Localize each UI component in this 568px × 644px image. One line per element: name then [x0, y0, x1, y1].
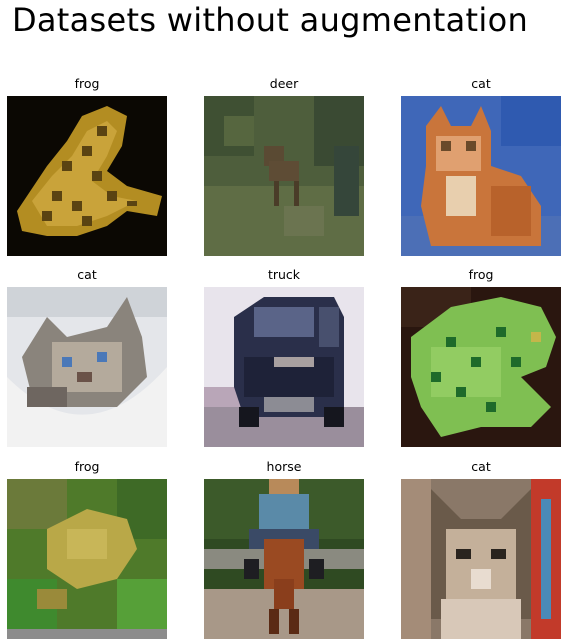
image-label: frog — [468, 267, 494, 282]
image-label: horse — [266, 459, 302, 474]
truck-image — [204, 287, 364, 447]
horse-image — [204, 479, 364, 639]
image-label: cat — [77, 267, 97, 282]
cat-image — [401, 96, 561, 256]
figure-title: Datasets without augmentation — [11, 1, 529, 39]
cat-image — [7, 287, 167, 447]
deer-image — [204, 96, 364, 256]
frog-image — [7, 479, 167, 639]
image-label: truck — [267, 267, 301, 282]
frog-image — [7, 96, 167, 256]
image-label: cat — [471, 459, 491, 474]
frog-image — [401, 287, 561, 447]
cat-image — [401, 479, 561, 639]
image-label: deer — [269, 76, 299, 91]
image-label: frog — [74, 76, 100, 91]
image-label: cat — [471, 76, 491, 91]
image-label: frog — [74, 459, 100, 474]
